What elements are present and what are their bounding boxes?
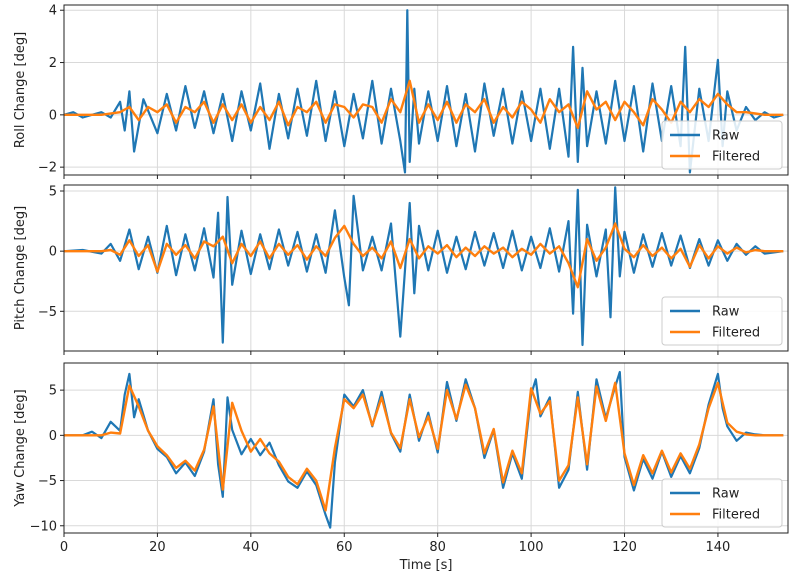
- yaw-legend-label-raw: Raw: [712, 487, 740, 502]
- yaw-xtick-label-0: 0: [60, 540, 68, 555]
- pitch-legend-label-raw: Raw: [712, 305, 740, 320]
- yaw-x-axis-label: Time [s]: [399, 558, 453, 573]
- yaw-legend: Raw Filtered: [661, 478, 783, 528]
- roll-legend-label-filtered: Filtered: [712, 150, 760, 165]
- pitch-series-filtered: [64, 222, 784, 289]
- yaw-xtick-label-3: 60: [336, 540, 353, 555]
- roll-ytick-label-0: −2: [38, 161, 57, 176]
- roll-legend-label-raw: Raw: [712, 129, 740, 144]
- roll-series-filtered: [64, 79, 784, 130]
- yaw-panel: −10 −5 0 5 0 20 40 60 80 100 120 140 Yaw Change [deg…: [13, 362, 789, 573]
- yaw-ytick-label-3: 5: [49, 384, 57, 399]
- pitch-series-raw: [64, 186, 784, 347]
- yaw-xtick-label-7: 140: [706, 540, 731, 555]
- yaw-axes-frame: [63, 362, 789, 534]
- yaw-ytick-label-1: −5: [38, 474, 57, 489]
- yaw-legend-label-filtered: Filtered: [712, 508, 760, 523]
- pitch-ytick-label-1: 0: [49, 245, 57, 260]
- yaw-xtick-label-5: 100: [519, 540, 544, 555]
- yaw-xtick-label-1: 20: [149, 540, 166, 555]
- roll-ytick-label-1: 0: [49, 108, 57, 123]
- pitch-axes-frame: [63, 184, 789, 352]
- pitch-panel: −5 0 5 Pitch Change [deg] Raw Filtered: [13, 184, 789, 355]
- yaw-y-axis-label: Yaw Change [deg]: [13, 389, 28, 507]
- yaw-xtick-label-4: 80: [429, 540, 446, 555]
- yaw-xtick-label-2: 40: [243, 540, 260, 555]
- roll-ytick-label-2: 2: [49, 56, 57, 71]
- roll-ytick-label-3: 4: [49, 4, 57, 19]
- yaw-ytick-label-2: 0: [49, 429, 57, 444]
- pitch-ytick-label-0: −5: [38, 305, 57, 320]
- yaw-series-filtered: [64, 381, 784, 512]
- yaw-ytick-label-0: −10: [30, 519, 57, 534]
- roll-y-axis-label: Roll Change [deg]: [13, 32, 28, 148]
- roll-panel: −2 0 2 4 Roll Change [deg] Raw Filtered: [13, 4, 789, 179]
- pitch-legend: Raw Filtered: [661, 296, 783, 346]
- roll-axes-frame: [63, 4, 789, 176]
- roll-legend: Raw Filtered: [661, 120, 783, 170]
- roll-series-raw: [64, 9, 784, 174]
- pitch-legend-label-filtered: Filtered: [712, 326, 760, 341]
- pitch-ytick-label-2: 5: [49, 185, 57, 200]
- pitch-y-axis-label: Pitch Change [deg]: [13, 206, 28, 330]
- yaw-xtick-label-6: 120: [612, 540, 637, 555]
